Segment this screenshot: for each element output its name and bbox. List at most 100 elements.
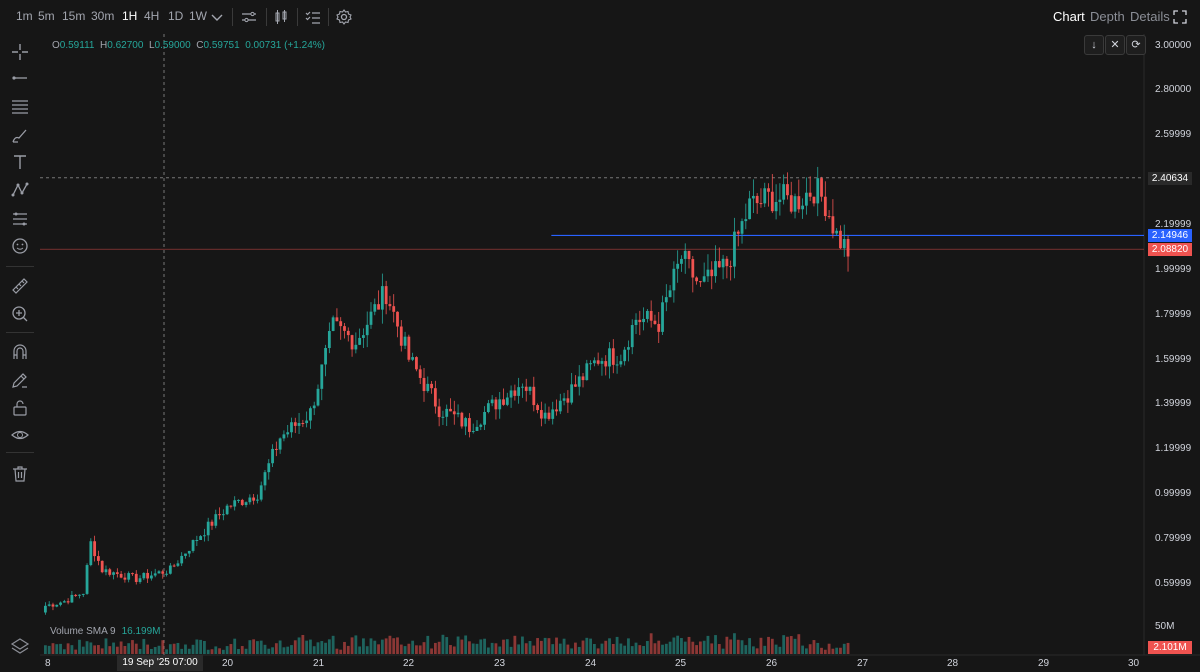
candle-body — [191, 540, 195, 551]
volume-bar — [396, 637, 399, 654]
candle-body — [831, 216, 835, 234]
ruler-icon[interactable] — [10, 276, 30, 296]
trend-line-icon[interactable] — [10, 68, 30, 88]
tools-divider — [6, 332, 34, 333]
timeframe-4h[interactable]: 4H — [144, 9, 160, 23]
horizontal-lines-icon[interactable] — [10, 96, 30, 116]
layers-icon[interactable] — [10, 636, 30, 656]
candle-body — [377, 304, 380, 310]
collapse-button[interactable]: ✕ — [1105, 35, 1125, 55]
timeframe-30m[interactable]: 30m — [91, 9, 115, 23]
candle-body — [566, 398, 570, 403]
zoom-in-icon[interactable] — [10, 304, 30, 324]
volume-bar — [331, 635, 335, 654]
close-value: 0.59751 — [203, 40, 240, 51]
volume-bar — [710, 643, 714, 654]
volume-bar — [252, 639, 256, 654]
chevron-down-icon[interactable] — [208, 8, 226, 26]
candle-body — [471, 430, 475, 432]
candle-body — [55, 604, 59, 607]
candle-body — [165, 573, 168, 575]
timeframe-1m[interactable]: 1m — [16, 9, 33, 23]
drawing-toolbar — [0, 34, 40, 672]
candle-body — [384, 286, 388, 305]
candle-body — [706, 269, 710, 277]
candle-body — [808, 192, 812, 197]
pattern-icon[interactable] — [10, 180, 30, 200]
volume-bar — [558, 643, 562, 654]
candle-body — [687, 250, 691, 260]
volume-bar — [642, 646, 645, 654]
volume-bar — [411, 640, 415, 654]
volume-bar — [475, 643, 479, 654]
volume-bar — [399, 644, 403, 654]
candle-body — [502, 399, 505, 405]
lock-icon[interactable] — [10, 398, 30, 418]
volume-bar — [683, 641, 687, 654]
candle-body — [134, 573, 138, 582]
volume-bar — [566, 644, 570, 654]
volume-bar — [157, 645, 161, 654]
indicator-settings-icon[interactable] — [240, 8, 258, 26]
scroll-down-button[interactable]: ↓ — [1084, 35, 1104, 55]
tab-details[interactable]: Details — [1130, 9, 1170, 24]
candle-body — [138, 578, 142, 582]
candle-body — [59, 602, 62, 605]
reset-button[interactable]: ⟳ — [1126, 35, 1146, 55]
volume-bar — [256, 641, 259, 654]
candle-body — [312, 405, 316, 409]
price-chart[interactable] — [0, 34, 1200, 672]
brush-icon[interactable] — [10, 126, 30, 146]
candle-body — [793, 196, 797, 212]
volume-bar — [44, 645, 47, 654]
timeframe-15m[interactable]: 15m — [62, 9, 86, 23]
candle-body — [51, 604, 55, 607]
volume-bar — [589, 638, 592, 654]
candle-body — [672, 268, 676, 291]
tab-depth[interactable]: Depth — [1090, 9, 1125, 24]
date-tick: 8 — [45, 658, 51, 669]
gear-icon[interactable] — [335, 8, 353, 26]
timeframe-1h[interactable]: 1H — [122, 9, 138, 23]
candle-body — [827, 216, 831, 218]
volume-bar — [365, 646, 369, 654]
candle-body — [426, 383, 430, 392]
volume-last-badge: 2.101M — [1148, 641, 1192, 654]
volume-bar — [604, 640, 608, 654]
text-icon[interactable] — [10, 152, 30, 172]
magnet-icon[interactable] — [10, 342, 30, 362]
timeframe-1w[interactable]: 1W — [189, 9, 207, 23]
volume-bar — [441, 634, 445, 654]
candle-body — [574, 384, 577, 387]
volume-bar — [751, 646, 755, 654]
candle-body — [271, 448, 274, 464]
forecast-icon[interactable] — [10, 209, 30, 229]
volume-bar — [59, 643, 62, 654]
volume-bar — [687, 636, 691, 654]
candle-body — [104, 569, 108, 573]
volume-bar — [513, 635, 517, 654]
open-label: O — [52, 40, 60, 51]
volume-bar — [793, 638, 797, 654]
candle-body — [119, 573, 123, 578]
volume-bar — [471, 643, 475, 654]
volume-bar — [248, 640, 252, 654]
price-tick: 1.39999 — [1155, 398, 1192, 409]
indicators-list-icon[interactable] — [304, 8, 322, 26]
timeframe-1d[interactable]: 1D — [168, 9, 184, 23]
timeframe-5m[interactable]: 5m — [38, 9, 55, 23]
volume-value: 16.199M — [121, 626, 161, 637]
candle-body — [770, 191, 774, 212]
fullscreen-icon[interactable] — [1171, 8, 1189, 26]
volume-bar — [672, 637, 676, 654]
volume-bar — [835, 647, 839, 654]
candle-body — [668, 290, 672, 298]
candle-type-icon[interactable] — [272, 8, 290, 26]
trash-icon[interactable] — [10, 464, 30, 484]
tab-chart[interactable]: Chart — [1053, 9, 1085, 24]
emoji-icon[interactable] — [10, 236, 30, 256]
pencil-lock-icon[interactable] — [10, 370, 30, 390]
crosshair-icon[interactable] — [10, 42, 30, 62]
candle-body — [812, 196, 816, 204]
eye-icon[interactable] — [10, 425, 30, 445]
